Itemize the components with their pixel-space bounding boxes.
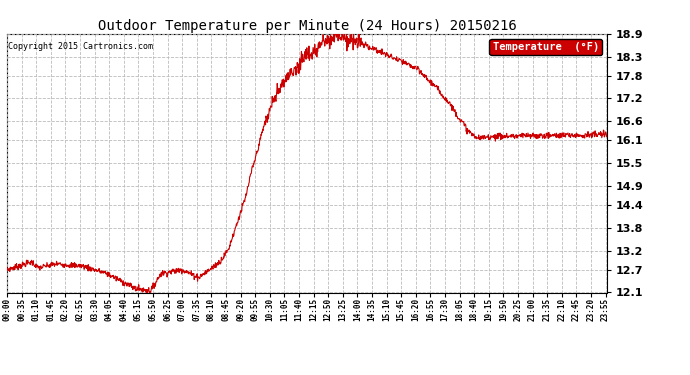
Legend: Temperature  (°F): Temperature (°F) — [489, 39, 602, 55]
Text: Copyright 2015 Cartronics.com: Copyright 2015 Cartronics.com — [8, 42, 152, 51]
Title: Outdoor Temperature per Minute (24 Hours) 20150216: Outdoor Temperature per Minute (24 Hours… — [98, 19, 516, 33]
